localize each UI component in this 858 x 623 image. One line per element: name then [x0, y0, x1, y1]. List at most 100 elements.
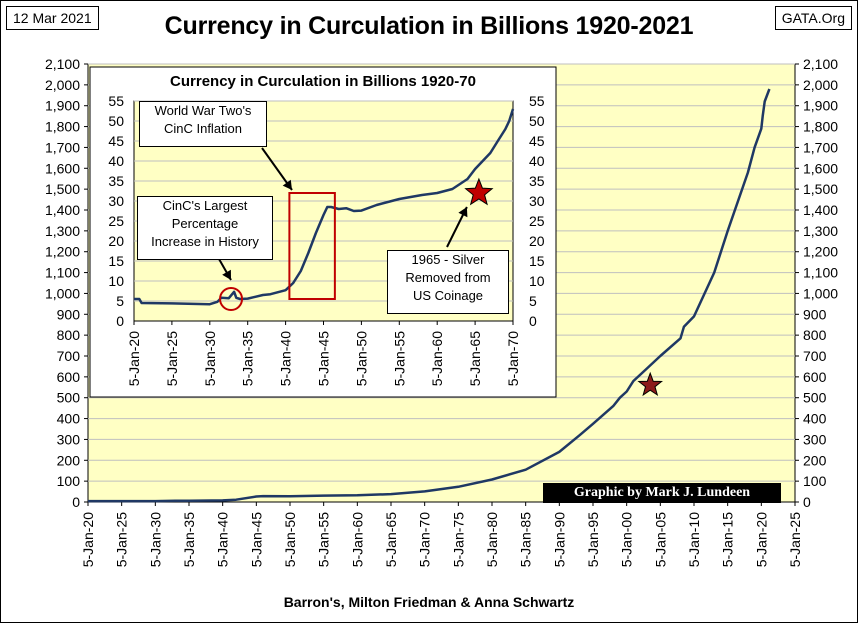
largest-increase-circle [219, 287, 244, 311]
largest-annotation-line-1: CinC's Largest [162, 198, 248, 213]
main-y-tick-label-right: 2,100 [803, 56, 838, 72]
main-y-tick-label-right: 0 [803, 494, 811, 510]
main-y-tick-label-left: 800 [57, 327, 81, 343]
main-y-tick-label-left: 1,100 [45, 265, 80, 281]
inset-x-tick-label: 5-Jan-30 [202, 331, 218, 386]
inset-y-tick-label-right: 35 [529, 173, 545, 189]
silver-1965-annotation: 1965 - Silver Removed from US Coinage [387, 250, 509, 314]
largest-annotation-line-3: Increase in History [151, 234, 259, 249]
main-x-tick-label: 5-Jan-65 [383, 512, 399, 567]
main-x-tick-label: 5-Jan-55 [316, 512, 332, 567]
inset-y-tick-label-right: 20 [529, 233, 545, 249]
inset-star-marker [464, 177, 494, 206]
main-y-tick-label-right: 500 [803, 390, 827, 406]
main-y-tick-label-right: 1,400 [803, 202, 838, 218]
inset-y-tick-label-right: 5 [529, 293, 537, 309]
main-x-tick-label: 5-Jan-25 [787, 512, 803, 567]
main-y-tick-label-left: 1,900 [45, 98, 80, 114]
source-caption: Barron's, Milton Friedman & Anna Schwart… [283, 594, 575, 610]
ww2-annotation-line-1: World War Two's [154, 103, 252, 118]
main-x-tick-label: 5-Jan-90 [551, 512, 567, 567]
main-x-tick-label: 5-Jan-80 [484, 512, 500, 567]
main-star-marker [637, 371, 663, 397]
main-y-tick-label-left: 0 [72, 494, 80, 510]
inset-y-tick-label-right: 45 [529, 133, 545, 149]
inset-x-tick-label: 5-Jan-25 [164, 331, 180, 386]
largest-annotation-line-2: Percentage [171, 216, 239, 231]
main-x-tick-label: 5-Jan-20 [80, 512, 96, 567]
ww2-arrow-head [282, 179, 292, 190]
ww2-highlight-rect [288, 192, 336, 300]
inset-y-tick-label-left: 5 [116, 293, 124, 309]
main-y-tick-label-left: 1,200 [45, 244, 80, 260]
main-y-tick-label-left: 300 [57, 431, 81, 447]
main-x-tick-label: 5-Jan-05 [652, 512, 668, 567]
ww2-annotation: World War Two's CinC Inflation [139, 101, 267, 147]
main-x-tick-label: 5-Jan-45 [248, 512, 264, 567]
main-x-tick-label: 5-Jan-00 [619, 512, 635, 567]
main-series-line [88, 88, 771, 503]
inset-y-tick-label-right: 50 [529, 113, 545, 129]
main-y-tick-label-left: 200 [57, 452, 81, 468]
main-y-tick-label-left: 900 [57, 306, 81, 322]
inset-x-tick-label: 5-Jan-55 [391, 331, 407, 386]
main-y-tick-label-right: 400 [803, 411, 827, 427]
inset-y-tick-label-right: 30 [529, 193, 545, 209]
inset-x-tick-label: 5-Jan-70 [505, 331, 521, 386]
date-label: 12 Mar 2021 [6, 6, 99, 30]
main-y-tick-label-right: 1,100 [803, 265, 838, 281]
main-y-tick-label-left: 500 [57, 390, 81, 406]
main-y-tick-label-right: 1,600 [803, 160, 838, 176]
inset-y-tick-label-right: 0 [529, 313, 537, 329]
main-y-tick-label-right: 100 [803, 473, 827, 489]
inset-x-tick-label: 5-Jan-20 [126, 331, 142, 386]
inset-y-tick-label-right: 15 [529, 253, 545, 269]
main-y-tick-label-right: 1,900 [803, 98, 838, 114]
main-y-tick-label-left: 1,600 [45, 160, 80, 176]
inset-x-tick-label: 5-Jan-65 [467, 331, 483, 386]
main-x-tick-label: 5-Jan-15 [720, 512, 736, 567]
inset-y-tick-label-left: 15 [108, 253, 124, 269]
inset-y-tick-label-left: 45 [108, 133, 124, 149]
largest-arrow-head [222, 269, 231, 280]
inset-x-tick-label: 5-Jan-40 [278, 331, 294, 386]
main-y-tick-label-right: 300 [803, 431, 827, 447]
main-x-tick-label: 5-Jan-25 [114, 512, 130, 567]
main-y-tick-label-left: 2,100 [45, 56, 80, 72]
site-label: GATA.Org [774, 6, 852, 30]
inset-y-tick-label-left: 50 [108, 113, 124, 129]
inset-y-tick-label-left: 55 [108, 93, 124, 109]
inset-x-tick-label: 5-Jan-60 [429, 331, 445, 386]
main-x-tick-label: 5-Jan-95 [585, 512, 601, 567]
main-x-tick-label: 5-Jan-35 [181, 512, 197, 567]
main-y-tick-label-right: 600 [803, 369, 827, 385]
chart-title: Currency in Curculation in Billions 1920… [164, 12, 694, 40]
inset-y-tick-label-left: 40 [108, 153, 124, 169]
main-y-tick-label-right: 1,500 [803, 181, 838, 197]
inset-y-tick-label-left: 0 [116, 313, 124, 329]
silver-arrow-head [458, 207, 468, 218]
inset-y-tick-label-left: 20 [108, 233, 124, 249]
main-y-tick-label-left: 2,000 [45, 77, 80, 93]
main-y-tick-label-right: 800 [803, 327, 827, 343]
main-y-tick-label-right: 2,000 [803, 77, 838, 93]
main-x-tick-label: 5-Jan-75 [450, 512, 466, 567]
main-y-tick-label-left: 1,800 [45, 119, 80, 135]
inset-y-tick-label-left: 30 [108, 193, 124, 209]
inset-x-tick-label: 5-Jan-50 [353, 331, 369, 386]
inset-x-tick-label: 5-Jan-45 [316, 331, 332, 386]
main-y-tick-label-left: 1,400 [45, 202, 80, 218]
ww2-annotation-line-2: CinC Inflation [163, 121, 243, 136]
main-y-tick-label-left: 700 [57, 348, 81, 364]
inset-y-tick-label-left: 25 [108, 213, 124, 229]
main-y-tick-label-right: 1,800 [803, 119, 838, 135]
main-y-tick-label-left: 1,500 [45, 181, 80, 197]
main-y-tick-label-right: 200 [803, 452, 827, 468]
inset-chart-title: Currency in Curculation in Billions 1920… [170, 73, 476, 90]
main-y-tick-label-right: 1,700 [803, 139, 838, 155]
main-y-tick-label-right: 700 [803, 348, 827, 364]
silver-annotation-line-3: US Coinage [412, 288, 484, 303]
main-y-tick-label-left: 100 [57, 473, 81, 489]
main-y-tick-label-right: 1,300 [803, 223, 838, 239]
graphic-credit: Graphic by Mark J. Lundeen [543, 483, 781, 503]
